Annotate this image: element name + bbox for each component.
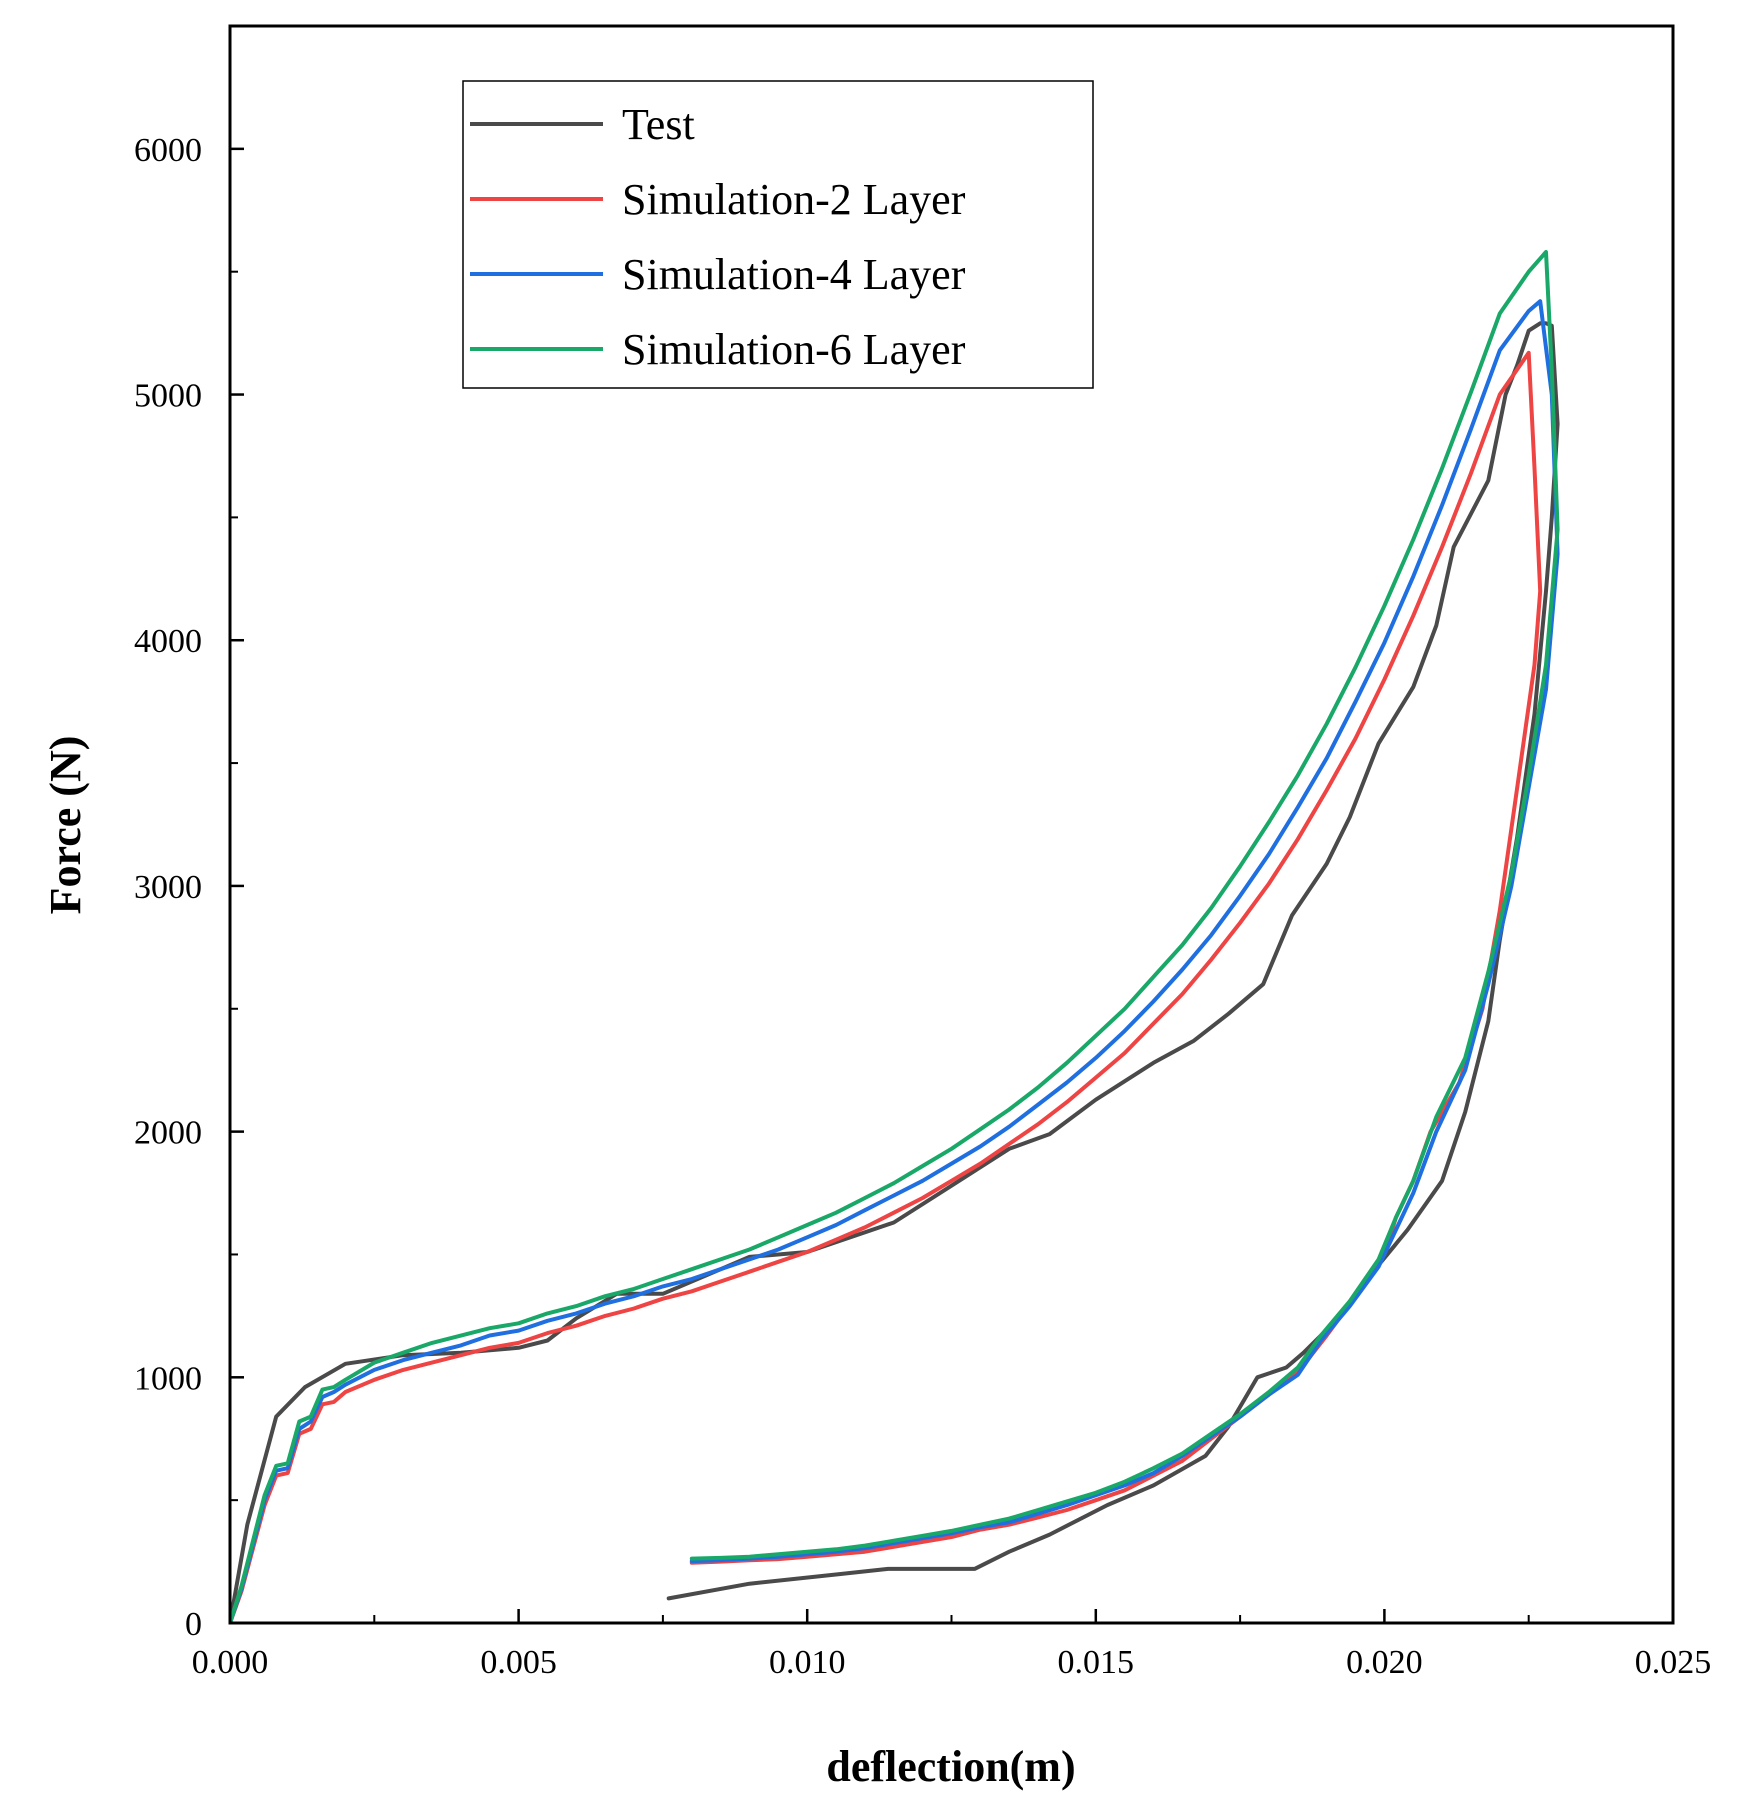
series-line-simulation-4-layer bbox=[230, 299, 1560, 1623]
legend-label-test: Test bbox=[622, 100, 695, 149]
y-tick-label: 1000 bbox=[134, 1360, 202, 1397]
x-tick-label: 0.010 bbox=[769, 1644, 846, 1681]
x-tick-label: 0.015 bbox=[1058, 1644, 1135, 1681]
y-tick-label: 0 bbox=[185, 1606, 202, 1643]
y-tick-label: 5000 bbox=[134, 378, 202, 415]
y-tick-label: 2000 bbox=[134, 1115, 202, 1152]
y-tick-label: 6000 bbox=[134, 132, 202, 169]
legend-box bbox=[462, 80, 1094, 389]
axes-layer: 0.000 0.005 0.010 0.015 0.020 0.025 0 1000 2000 3… bbox=[134, 132, 1711, 1681]
series-line-simulation-2-layer bbox=[230, 350, 1543, 1623]
y-tick-label: 3000 bbox=[134, 869, 202, 906]
legend-label-simulation-4-layer: Simulation-4 Layer bbox=[622, 250, 966, 299]
legend-label-simulation-6-layer: Simulation-6 Layer bbox=[622, 325, 966, 374]
legend: Test Simulation-2 Layer Simulation-4 Layer… bbox=[462, 80, 1094, 389]
y-tick-label: 4000 bbox=[134, 623, 202, 660]
legend-label-simulation-2-layer: Simulation-2 Layer bbox=[622, 175, 966, 224]
x-tick-label: 0.005 bbox=[480, 1644, 557, 1681]
series-layer bbox=[230, 250, 1560, 1623]
x-axis-title: deflection(m) bbox=[826, 1742, 1075, 1791]
x-tick-label: 0.020 bbox=[1346, 1644, 1423, 1681]
series-line-test bbox=[230, 321, 1560, 1623]
y-axis-title: Force (N) bbox=[41, 736, 90, 915]
x-tick-label: 0.000 bbox=[192, 1644, 269, 1681]
series-line-simulation-6-layer bbox=[230, 250, 1560, 1623]
x-tick-label: 0.025 bbox=[1635, 1644, 1712, 1681]
